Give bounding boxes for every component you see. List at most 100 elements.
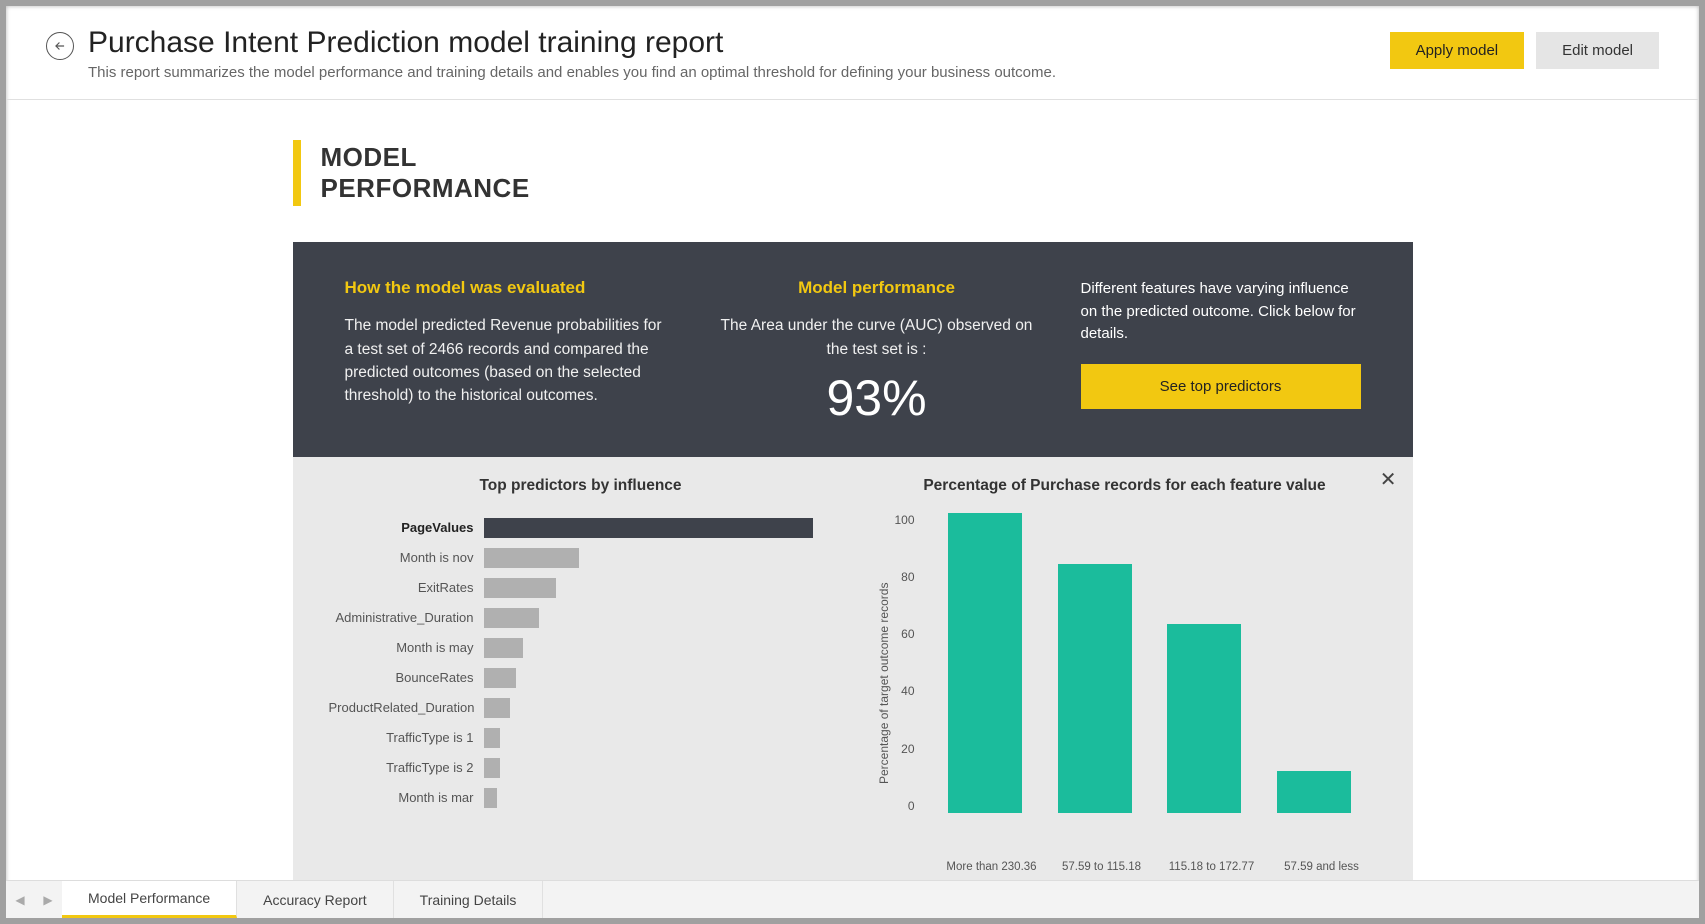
- predictor-bar-track: [484, 638, 813, 658]
- feature-bar: [948, 513, 1022, 813]
- feature-chart-title: Percentage of Purchase records for each …: [873, 477, 1377, 495]
- see-predictors-button[interactable]: See top predictors: [1081, 364, 1361, 409]
- title-block: Purchase Intent Prediction model trainin…: [88, 26, 1390, 81]
- section-heading-line2: PERFORMANCE: [321, 173, 530, 203]
- eval-column: How the model was evaluated The model pr…: [345, 278, 673, 427]
- close-icon[interactable]: ✕: [1380, 467, 1397, 492]
- predictor-label: ExitRates: [329, 580, 484, 595]
- back-button[interactable]: [46, 32, 74, 60]
- eval-text: The model predicted Revenue probabilitie…: [345, 314, 673, 407]
- apply-model-button[interactable]: Apply model: [1390, 32, 1525, 69]
- summary-panel: How the model was evaluated The model pr…: [293, 242, 1413, 457]
- page-subtitle: This report summarizes the model perform…: [88, 64, 1390, 81]
- predictor-label: Month is may: [329, 640, 484, 655]
- ytick-label: 100: [895, 513, 915, 527]
- page-title: Purchase Intent Prediction model trainin…: [88, 26, 1390, 60]
- predictors-chart: Top predictors by influence PageValues Mo…: [329, 477, 833, 873]
- feature-column: Different features have varying influenc…: [1081, 278, 1361, 427]
- feature-chart-body: Percentage of target outcome records 100…: [873, 513, 1377, 853]
- feature-chart-ylabel: Percentage of target outcome records: [873, 513, 895, 853]
- predictor-row[interactable]: TrafficType is 2: [329, 753, 813, 783]
- feature-chart-plot: [923, 513, 1377, 813]
- predictor-bar-track: [484, 548, 813, 568]
- predictor-row[interactable]: Month is mar: [329, 783, 813, 813]
- ytick-label: 80: [901, 570, 914, 584]
- predictor-bar-track: [484, 518, 813, 538]
- feature-bar: [1277, 771, 1351, 813]
- feature-bar-column[interactable]: [1045, 564, 1145, 813]
- feature-bar-column[interactable]: [1264, 771, 1364, 813]
- feature-xlabel: 115.18 to 172.77: [1162, 861, 1262, 873]
- feature-bar: [1167, 624, 1241, 813]
- predictor-bar: [484, 758, 500, 778]
- tab-model-performance[interactable]: Model Performance: [62, 881, 237, 918]
- tab-accuracy-report[interactable]: Accuracy Report: [237, 881, 393, 918]
- predictor-bar-track: [484, 578, 813, 598]
- predictor-bar: [484, 788, 497, 808]
- perf-heading: Model performance: [713, 278, 1041, 298]
- predictor-bar-track: [484, 728, 813, 748]
- predictor-bar: [484, 548, 579, 568]
- predictor-row[interactable]: TrafficType is 1: [329, 723, 813, 753]
- performance-column: Model performance The Area under the cur…: [713, 278, 1041, 427]
- predictor-bar: [484, 728, 500, 748]
- section-heading-line1: MODEL: [321, 142, 417, 172]
- predictor-label: PageValues: [329, 520, 484, 535]
- predictor-bar-track: [484, 668, 813, 688]
- predictor-bar: [484, 698, 510, 718]
- tab-prev-icon[interactable]: ◀: [6, 881, 34, 918]
- predictor-row[interactable]: Month is nov: [329, 543, 813, 573]
- ytick-label: 20: [901, 742, 914, 756]
- predictor-bar-track: [484, 698, 813, 718]
- predictor-row[interactable]: Month is may: [329, 633, 813, 663]
- feature-bar: [1058, 564, 1132, 813]
- predictor-row[interactable]: PageValues: [329, 513, 813, 543]
- predictor-bar: [484, 518, 813, 538]
- predictor-row[interactable]: Administrative_Duration: [329, 603, 813, 633]
- predictors-chart-title: Top predictors by influence: [329, 477, 833, 495]
- feature-bar-column[interactable]: [935, 513, 1035, 813]
- section-heading: MODEL PERFORMANCE: [293, 140, 1413, 206]
- predictor-bar: [484, 578, 556, 598]
- feature-chart-yaxis: 100 80 60 40 20 0: [895, 513, 923, 813]
- feature-bar-column[interactable]: [1154, 624, 1254, 813]
- predictor-row[interactable]: BounceRates: [329, 663, 813, 693]
- predictor-label: TrafficType is 1: [329, 730, 484, 745]
- predictor-bar-track: [484, 608, 813, 628]
- tab-next-icon[interactable]: ▶: [34, 881, 62, 918]
- top-header: Purchase Intent Prediction model trainin…: [6, 6, 1699, 100]
- report-inner: MODEL PERFORMANCE How the model was eval…: [293, 140, 1413, 880]
- charts-panel: ✕ Top predictors by influence PageValues…: [293, 457, 1413, 880]
- feature-chart-xlabels: More than 230.36 57.59 to 115.18 115.18 to…: [873, 861, 1377, 873]
- predictor-label: Month is mar: [329, 790, 484, 805]
- predictor-row[interactable]: ExitRates: [329, 573, 813, 603]
- feature-xlabel: More than 230.36: [942, 861, 1042, 873]
- tab-training-details[interactable]: Training Details: [394, 881, 544, 918]
- ytick-label: 0: [908, 799, 915, 813]
- header-actions: Apply model Edit model: [1390, 32, 1659, 69]
- predictors-chart-body: PageValues Month is nov ExitRates Administr…: [329, 513, 833, 813]
- tabs-container: Model PerformanceAccuracy ReportTraining…: [62, 881, 543, 918]
- edit-model-button[interactable]: Edit model: [1536, 32, 1659, 69]
- predictor-bar: [484, 638, 523, 658]
- app-frame: Purchase Intent Prediction model trainin…: [6, 6, 1699, 918]
- predictor-bar: [484, 668, 517, 688]
- ytick-label: 60: [901, 627, 914, 641]
- feature-xlabel: 57.59 to 115.18: [1052, 861, 1152, 873]
- feature-xlabel: 57.59 and less: [1272, 861, 1372, 873]
- predictor-label: BounceRates: [329, 670, 484, 685]
- predictor-bar: [484, 608, 540, 628]
- eval-heading: How the model was evaluated: [345, 278, 673, 298]
- predictor-label: ProductRelated_Duration: [329, 700, 484, 715]
- ytick-label: 40: [901, 684, 914, 698]
- perf-value: 93%: [713, 369, 1041, 427]
- feature-text: Different features have varying influenc…: [1081, 278, 1361, 346]
- feature-chart: Percentage of Purchase records for each …: [873, 477, 1377, 873]
- predictor-bar-track: [484, 758, 813, 778]
- report-body: MODEL PERFORMANCE How the model was eval…: [6, 100, 1699, 880]
- perf-text: The Area under the curve (AUC) observed …: [713, 314, 1041, 361]
- predictor-row[interactable]: ProductRelated_Duration: [329, 693, 813, 723]
- predictor-label: Administrative_Duration: [329, 610, 484, 625]
- predictor-bar-track: [484, 788, 813, 808]
- predictor-label: TrafficType is 2: [329, 760, 484, 775]
